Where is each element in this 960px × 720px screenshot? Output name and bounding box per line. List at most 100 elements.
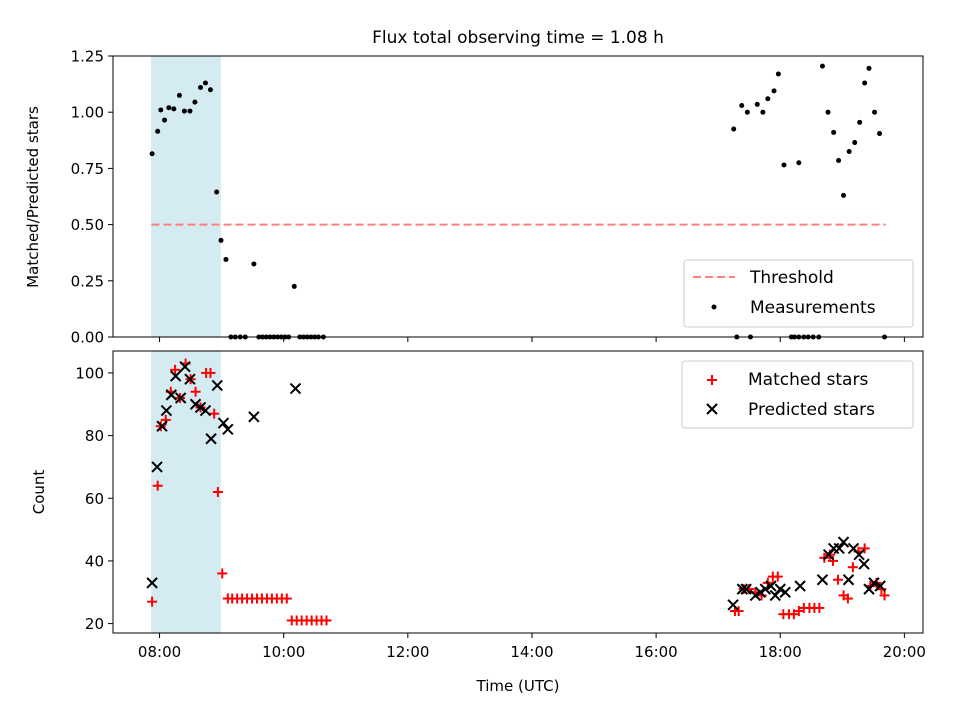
- top-panel: 0.00 0.25 0.50 0.75 1.00 1.25 Matched/Predict…: [24, 48, 924, 347]
- predicted-star-point: [217, 417, 230, 429]
- measurement-point: [781, 162, 787, 168]
- bottom-x-axis-ticks: 08:00 10:00 12:00 14:00 16:00 18:00 20:00: [138, 633, 926, 661]
- bottom-y-axis-label: Count: [30, 470, 48, 515]
- legend-predicted-label: Predicted stars: [748, 400, 875, 420]
- matched-star-point: [209, 408, 220, 419]
- top-y-tick-label: 0.25: [71, 272, 104, 290]
- matched-star-point: [205, 367, 216, 378]
- predicted-star-point: [833, 542, 845, 555]
- predicted-star-point: [222, 423, 234, 436]
- measurement-point: [171, 106, 177, 112]
- legend-matched-marker: [707, 375, 717, 385]
- predicted-star-point: [779, 586, 791, 598]
- predicted-star-point: [211, 379, 223, 392]
- matched-star-point: [147, 596, 158, 607]
- predicted-star-point: [160, 404, 173, 417]
- predicted-star-point: [179, 360, 191, 373]
- bottom-x-tick-label: 18:00: [759, 643, 802, 661]
- x-axis-label: Time (UTC): [476, 677, 560, 695]
- matched-star-point: [733, 606, 744, 617]
- bottom-y-tick-label: 100: [75, 364, 104, 382]
- predicted-star-point: [842, 574, 855, 586]
- matched-star-point: [217, 568, 228, 579]
- legend-threshold-label: Threshold: [749, 268, 834, 288]
- predicted-star-point: [794, 580, 806, 592]
- matched-star-point: [281, 593, 292, 604]
- predicted-star-point: [858, 558, 870, 570]
- top-legend-box: [683, 259, 914, 328]
- predicted-star-point: [169, 370, 182, 382]
- predicted-star-point: [816, 574, 829, 586]
- predicted-star-point: [774, 583, 786, 595]
- matched-star-point: [847, 562, 858, 573]
- measurement-point: [771, 88, 777, 94]
- measurement-point: [765, 96, 771, 102]
- predicted-star-point: [754, 586, 767, 598]
- measurement-point: [207, 87, 213, 93]
- bottom-x-tick-label: 16:00: [634, 643, 677, 661]
- measurement-point: [819, 63, 825, 69]
- matched-star-point: [842, 593, 853, 604]
- bottom-x-tick-label: 20:00: [883, 643, 926, 661]
- measurement-point: [223, 256, 229, 262]
- predicted-star-point: [174, 392, 187, 404]
- bottom-x-tick-label: 08:00: [138, 643, 181, 661]
- measurement-point: [744, 109, 750, 115]
- measurement-point: [162, 117, 168, 123]
- measurement-point: [825, 109, 831, 115]
- measurement-point: [877, 131, 883, 137]
- top-legend: Threshold Measurements: [683, 259, 914, 328]
- predicted-star-point: [853, 548, 865, 561]
- legend-measurement-marker: [711, 304, 717, 310]
- predicted-star-point: [194, 401, 207, 414]
- measurement-point: [218, 237, 224, 243]
- predicted-star-point: [189, 398, 202, 410]
- bottom-panel: 20 40 60 80 100 08:00 10:00 12:00 14:00 16:00 18:…: [30, 350, 926, 695]
- measurement-point: [176, 92, 182, 98]
- matched-star-point: [170, 364, 181, 375]
- matched-star-point: [212, 487, 223, 497]
- top-axes-frame: [112, 55, 924, 338]
- measurement-point: [754, 101, 760, 107]
- measurement-point: [291, 283, 297, 289]
- predicted-star-point: [736, 583, 749, 595]
- legend-measurement-label: Measurements: [750, 298, 876, 318]
- matched-star-point: [832, 574, 843, 585]
- measurement-point: [198, 84, 204, 90]
- predicted-star-point: [868, 577, 880, 589]
- measurement-point: [796, 160, 802, 166]
- legend-predicted-marker: [706, 403, 718, 415]
- legend-plus: [707, 375, 717, 385]
- bottom-x-tick-label: 10:00: [262, 643, 305, 661]
- matched-star-point: [859, 543, 870, 554]
- top-y-tick-label: 1.25: [71, 48, 104, 66]
- measurement-point: [831, 129, 837, 135]
- matched-star-point: [772, 571, 783, 582]
- matched-star-point: [321, 615, 332, 626]
- measurement-point: [857, 119, 863, 125]
- measurement-point: [251, 261, 257, 267]
- bottom-x-tick-label: 12:00: [386, 643, 429, 661]
- measurement-point: [739, 102, 745, 108]
- measurement-point: [214, 189, 220, 195]
- legend-x: [706, 403, 718, 415]
- matched-star-point: [152, 480, 163, 491]
- predicted-star-point: [765, 580, 777, 592]
- predicted-star-point: [199, 404, 212, 417]
- bottom-shaded-span: [150, 350, 221, 634]
- measurement-point: [760, 109, 766, 115]
- bottom-axes-frame: [112, 350, 924, 634]
- bottom-y-tick-label: 20: [85, 615, 104, 633]
- top-shaded-span: [150, 55, 221, 338]
- bottom-legend: Matched stars Predicted stars: [681, 360, 914, 429]
- measurement-point: [202, 80, 208, 86]
- measurement-point: [181, 108, 187, 114]
- measurement-point: [192, 99, 198, 105]
- measurement-point: [862, 80, 868, 86]
- bottom-x-tick-label: 14:00: [510, 643, 553, 661]
- predicted-star-point: [156, 420, 168, 432]
- measurement-point: [846, 149, 852, 155]
- measurement-point: [836, 158, 842, 164]
- matched-star-point: [879, 590, 890, 601]
